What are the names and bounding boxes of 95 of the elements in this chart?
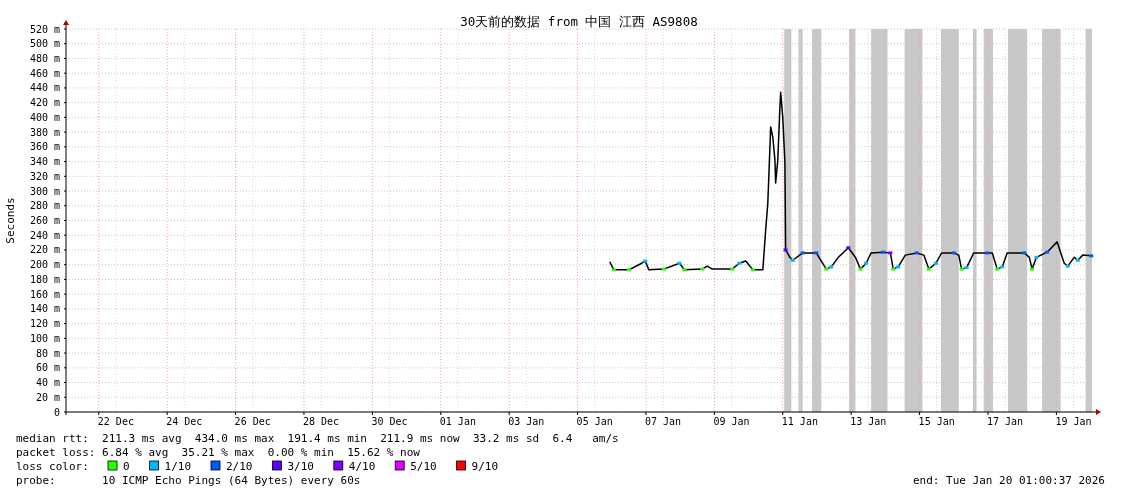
y-tick-label: 220 m bbox=[29, 244, 60, 256]
text: end: Tue Jan 20 01:00:37 2026 bbox=[912, 474, 1105, 487]
x-tick-label: 30 Dec bbox=[371, 416, 408, 427]
y-tick-label: 300 m bbox=[29, 185, 60, 197]
point bbox=[1000, 265, 1005, 269]
y-tick-label: 180 m bbox=[29, 273, 60, 285]
x-tick-label: 28 Dec bbox=[303, 416, 340, 427]
y-tick-label: 340 m bbox=[29, 156, 60, 168]
x-tick-label: 01 Jan bbox=[439, 416, 476, 427]
legend-label: 4/10 bbox=[348, 460, 376, 473]
y-tick-label: 20 m bbox=[35, 391, 60, 403]
point bbox=[750, 268, 755, 272]
point bbox=[700, 267, 705, 271]
x-tick-label: 15 Jan bbox=[918, 416, 955, 427]
legend-label: 2/10 bbox=[226, 460, 253, 473]
x-tick-label: 05 Jan bbox=[576, 416, 613, 427]
point bbox=[730, 267, 735, 271]
x-tick-label: 24 Dec bbox=[166, 416, 203, 427]
point bbox=[964, 266, 969, 270]
point bbox=[933, 261, 938, 265]
text: probe: 10 ICMP Echo Pings (64 Bytes) every 60s bbox=[16, 474, 361, 487]
point bbox=[661, 267, 666, 271]
point bbox=[1022, 251, 1027, 255]
y-tick-label: 420 m bbox=[29, 97, 60, 109]
chart-title: 30天前的数据 from 中国 江西 AS9808 bbox=[460, 14, 698, 29]
point bbox=[737, 261, 742, 265]
point bbox=[829, 265, 834, 269]
y-tick-label: 280 m bbox=[29, 200, 60, 212]
point bbox=[959, 267, 964, 271]
y-axis-title: Seconds bbox=[4, 197, 17, 244]
point bbox=[626, 268, 631, 272]
legend-label: 1/10 bbox=[164, 460, 192, 473]
point bbox=[888, 251, 893, 255]
x-tick-label: 07 Jan bbox=[645, 416, 682, 427]
point bbox=[682, 268, 687, 272]
x-tick-label: 13 Jan bbox=[850, 416, 887, 427]
y-tick-label: 200 m bbox=[29, 259, 60, 271]
point bbox=[814, 251, 819, 255]
point bbox=[926, 267, 931, 271]
y-tick-label: 380 m bbox=[29, 126, 60, 138]
point bbox=[800, 251, 805, 255]
y-tick-label: 40 m bbox=[35, 377, 60, 389]
x-tick-label: 17 Jan bbox=[987, 416, 1024, 427]
point bbox=[858, 267, 863, 271]
legend-label: 3/10 bbox=[287, 460, 314, 473]
point bbox=[891, 267, 896, 271]
point bbox=[1065, 264, 1070, 268]
y-tick-label: 460 m bbox=[29, 67, 60, 79]
text: median rtt: 211.3 ms avg 434.0 ms max 191.4 ms min 211.9 ms now 33.2 ms sd 6.4 am/s bbox=[16, 432, 619, 445]
point bbox=[824, 267, 829, 271]
y-tick-label: 260 m bbox=[29, 215, 60, 226]
point bbox=[1030, 267, 1035, 271]
point bbox=[790, 258, 795, 262]
x-tick-label: 09 Jan bbox=[713, 416, 750, 427]
x-tick-label: 11 Jan bbox=[781, 416, 818, 427]
legend-label: 9/10 bbox=[471, 460, 499, 473]
y-tick-label: 160 m bbox=[29, 288, 60, 300]
y-tick-label: 320 m bbox=[29, 170, 60, 182]
x-tick-label: 22 Dec bbox=[97, 416, 134, 427]
x-tick-label: 26 Dec bbox=[234, 416, 271, 427]
point bbox=[995, 267, 1000, 271]
point bbox=[611, 268, 616, 272]
point bbox=[783, 248, 788, 252]
y-tick-label: 140 m bbox=[29, 303, 60, 315]
point bbox=[985, 251, 990, 255]
point bbox=[846, 246, 851, 250]
legend-label: 5/10 bbox=[410, 460, 437, 473]
point bbox=[677, 261, 682, 265]
point bbox=[1089, 254, 1094, 258]
y-tick-label: 120 m bbox=[29, 318, 60, 330]
point bbox=[864, 261, 869, 265]
y-tick-label: 0 bbox=[53, 406, 60, 418]
x-tick-label: 03 Jan bbox=[508, 416, 545, 427]
legend-title: loss color: bbox=[16, 460, 89, 473]
point bbox=[914, 251, 919, 255]
y-tick-label: 520 m bbox=[29, 23, 60, 35]
y-tick-label: 440 m bbox=[29, 82, 60, 94]
y-tick-label: 360 m bbox=[29, 141, 60, 153]
x-tick-label: 19 Jan bbox=[1055, 416, 1092, 427]
y-tick-label: 500 m bbox=[29, 38, 60, 50]
point bbox=[896, 265, 901, 269]
point bbox=[881, 250, 886, 254]
y-tick-label: 100 m bbox=[29, 332, 60, 344]
point bbox=[643, 259, 648, 263]
point bbox=[1045, 250, 1050, 254]
y-tick-label: 400 m bbox=[29, 111, 60, 123]
y-tick-label: 480 m bbox=[29, 52, 60, 64]
y-tick-label: 80 m bbox=[35, 347, 60, 359]
legend-label: 0 bbox=[123, 460, 130, 473]
point bbox=[1034, 255, 1039, 259]
point bbox=[951, 251, 956, 255]
point bbox=[1075, 258, 1080, 262]
text: packet loss: 6.84 % avg 35.21 % max 0.00 % min 15.62 % now bbox=[16, 446, 421, 459]
y-tick-label: 60 m bbox=[35, 362, 60, 374]
y-tick-label: 240 m bbox=[29, 229, 60, 241]
